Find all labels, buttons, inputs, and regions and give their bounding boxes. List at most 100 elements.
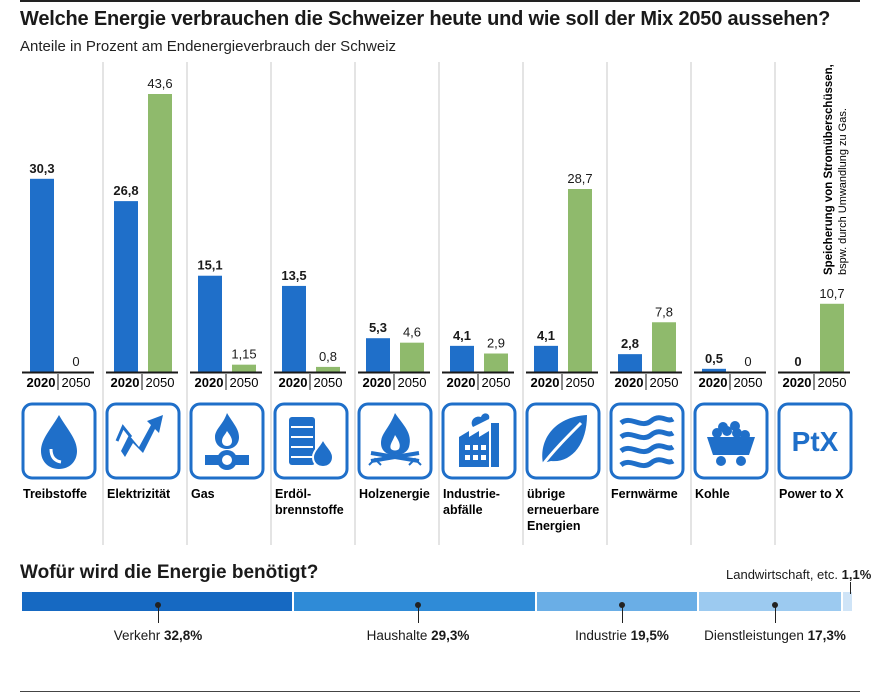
bar-2050 bbox=[400, 342, 424, 372]
year-label-2050: 2050 bbox=[398, 375, 427, 390]
use-pin bbox=[418, 605, 419, 623]
coal-cart-icon bbox=[707, 421, 755, 466]
category-group: 2,8 7,8 2020 2050 Fernwärme bbox=[609, 304, 685, 501]
value-label-2020: 13,5 bbox=[281, 268, 306, 283]
use-pin bbox=[775, 605, 776, 623]
factory-waste-icon bbox=[459, 413, 499, 467]
gas-flame-icon bbox=[205, 413, 249, 470]
ptx-icon: PtX bbox=[792, 426, 839, 457]
uses-segment bbox=[537, 592, 697, 611]
category-group: 4,1 28,7 2020 2050 übrige erneuerbare Energien bbox=[525, 171, 601, 533]
value-label-2050: 43,6 bbox=[147, 76, 172, 91]
use-label: Industrie 19,5% bbox=[575, 628, 669, 643]
category-group: 5,3 4,6 2020 2050 Holzenergie bbox=[357, 320, 433, 501]
value-label-2020: 4,1 bbox=[453, 328, 471, 343]
value-label-2050: 1,15 bbox=[231, 347, 256, 362]
value-label-2050: 28,7 bbox=[567, 171, 592, 186]
year-label-2050: 2050 bbox=[146, 375, 175, 390]
category-label: Kohle bbox=[695, 487, 730, 501]
category-label: abfälle bbox=[443, 503, 483, 517]
bar-2020 bbox=[366, 338, 390, 372]
year-label-2020: 2020 bbox=[111, 375, 140, 390]
year-label-2020: 2020 bbox=[615, 375, 644, 390]
bar-2050 bbox=[232, 364, 256, 372]
bar-2020 bbox=[198, 275, 222, 372]
use-value: 17,3% bbox=[807, 628, 846, 643]
leaf-icon bbox=[539, 415, 587, 468]
svg-text:PtX: PtX bbox=[792, 426, 839, 457]
category-label: Power to X bbox=[779, 487, 844, 501]
category-group: 4,1 2,9 2020 2050 Industrie-abfälle bbox=[441, 328, 517, 517]
use-name: Dienstleistungen bbox=[704, 628, 808, 643]
year-label-2020: 2020 bbox=[783, 375, 812, 390]
year-label-2050: 2050 bbox=[650, 375, 679, 390]
use-value: 19,5% bbox=[630, 628, 669, 643]
use-pin-landwirtschaft bbox=[850, 582, 851, 594]
value-label-2020: 26,8 bbox=[113, 183, 138, 198]
bottom-rule bbox=[20, 691, 860, 692]
icon-frame bbox=[777, 402, 853, 480]
category-label: Gas bbox=[191, 487, 215, 501]
value-label-2050: 0 bbox=[72, 354, 79, 369]
year-label-2020: 2020 bbox=[27, 375, 56, 390]
category-group: 0,5 0 2020 2050 Kohle bbox=[693, 351, 769, 501]
chart-title: Welche Energie verbrauchen die Schweizer… bbox=[20, 8, 831, 30]
uses-segment bbox=[699, 592, 841, 611]
year-label-2050: 2050 bbox=[230, 375, 259, 390]
ptx-annotation: bspw. durch Umwandlung zu Gas. bbox=[837, 108, 849, 275]
uses-segment bbox=[843, 592, 852, 611]
category-label: Holzenergie bbox=[359, 487, 430, 501]
use-name: Landwirtschaft, etc. bbox=[726, 567, 838, 582]
lightning-icon bbox=[115, 415, 163, 457]
drop-icon bbox=[41, 415, 77, 469]
use-dot bbox=[155, 602, 161, 608]
uses-segment bbox=[22, 592, 292, 611]
use-value: 32,8% bbox=[164, 628, 203, 643]
ptx-annotation: Speicherung von Stromüberschüssen, bbox=[823, 64, 835, 275]
value-label-2050: 7,8 bbox=[655, 304, 673, 319]
chart-subtitle: Anteile in Prozent am Endenergieverbrauc… bbox=[20, 38, 397, 55]
category-label: brennstoffe bbox=[275, 503, 344, 517]
year-label-2020: 2020 bbox=[195, 375, 224, 390]
year-label-2050: 2050 bbox=[566, 375, 595, 390]
year-label-2020: 2020 bbox=[363, 375, 392, 390]
value-label-2020: 2,8 bbox=[621, 336, 639, 351]
use-pin bbox=[158, 605, 159, 623]
category-label: Industrie- bbox=[443, 487, 500, 501]
value-label-2020: 0,5 bbox=[705, 351, 723, 366]
year-label-2020: 2020 bbox=[531, 375, 560, 390]
value-label-2020: 4,1 bbox=[537, 328, 555, 343]
use-dot bbox=[772, 602, 778, 608]
value-label-2020: 0 bbox=[794, 354, 801, 369]
category-group: 15,1 1,15 2020 2050 Gas bbox=[189, 258, 265, 501]
use-dot bbox=[619, 602, 625, 608]
use-pin bbox=[622, 605, 623, 623]
use-label-landwirtschaft: Landwirtschaft, etc. 1,1% bbox=[726, 567, 871, 582]
category-label: übrige bbox=[527, 487, 565, 501]
bar-2020 bbox=[30, 178, 54, 372]
energy-mix-bar-chart: 30,3 0 2020 2050 Treibstoffe 26,8 43,6 2020 2050… bbox=[21, 62, 853, 545]
use-name: Industrie bbox=[575, 628, 631, 643]
category-group: 30,3 0 2020 2050 Treibstoffe bbox=[21, 161, 97, 501]
value-label-2050: 0,8 bbox=[319, 349, 337, 364]
category-group: 26,8 43,6 2020 2050 Elektrizität bbox=[105, 76, 181, 501]
year-label-2050: 2050 bbox=[482, 375, 511, 390]
year-label-2020: 2020 bbox=[699, 375, 728, 390]
value-label-2050: 4,6 bbox=[403, 325, 421, 340]
use-value: 1,1% bbox=[841, 567, 872, 582]
value-label-2050: 2,9 bbox=[487, 336, 505, 351]
category-label: Erdöl- bbox=[275, 487, 311, 501]
bar-2020 bbox=[702, 368, 726, 372]
category-group: 0 10,7 2020 2050 PtX Power to X bbox=[777, 286, 853, 501]
use-label: Verkehr 32,8% bbox=[114, 628, 203, 643]
use-name: Verkehr bbox=[113, 628, 164, 643]
use-label: Dienstleistungen 17,3% bbox=[704, 628, 846, 643]
use-label: Haushalte 29,3% bbox=[367, 628, 470, 643]
oil-barrel-icon bbox=[289, 417, 335, 469]
category-group: 13,5 0,8 2020 2050 Erdöl-brennstoffe bbox=[273, 268, 349, 517]
year-label-2050: 2050 bbox=[314, 375, 343, 390]
value-label-2050: 10,7 bbox=[819, 286, 844, 301]
value-label-2020: 5,3 bbox=[369, 320, 387, 335]
year-label-2020: 2020 bbox=[279, 375, 308, 390]
